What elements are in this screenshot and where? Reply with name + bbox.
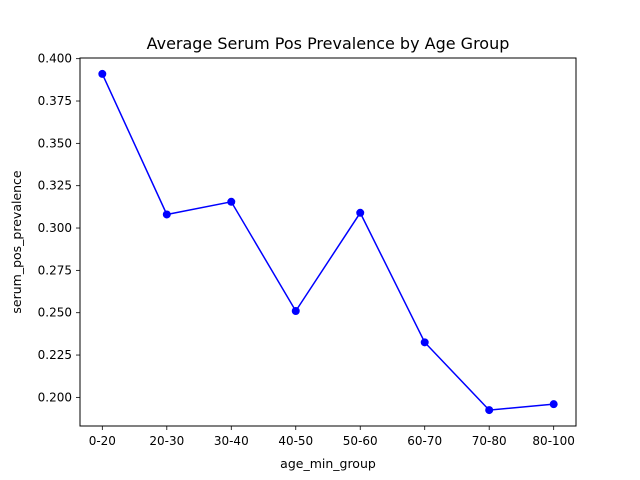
y-axis-label: serum_pos_prevalence: [9, 170, 24, 314]
x-tick-label: 30-40: [214, 434, 249, 448]
data-point: [356, 208, 365, 217]
data-point: [162, 210, 171, 219]
data-point: [420, 338, 429, 347]
x-axis: 0-20 20-30 30-40 40-50 50-60 60-70 70-80 80-100: [89, 426, 575, 448]
data-point: [227, 197, 236, 206]
x-tick-label: 60-70: [407, 434, 442, 448]
x-axis-label: age_min_group: [280, 456, 376, 471]
y-tick-label: 0.250: [38, 306, 72, 320]
y-tick-label: 0.375: [38, 94, 72, 108]
x-tick-label: 80-100: [532, 434, 575, 448]
series-line: [101, 73, 554, 411]
x-tick-label: 50-60: [343, 434, 378, 448]
y-tick-label: 0.350: [38, 136, 72, 150]
y-tick-label: 0.325: [38, 179, 72, 193]
plot-area: [98, 69, 558, 415]
y-tick-label: 0.225: [38, 348, 72, 362]
y-tick-label: 0.300: [38, 221, 72, 235]
y-axis: 0.200 0.225 0.250 0.275 0.300 0.325 0.350 0.375…: [38, 52, 80, 404]
data-point: [549, 400, 558, 409]
x-tick-label: 20-30: [149, 434, 184, 448]
data-point: [485, 406, 494, 415]
data-point: [291, 307, 300, 316]
data-point: [98, 69, 107, 78]
y-tick-label: 0.275: [38, 263, 72, 277]
x-tick-label: 70-80: [472, 434, 507, 448]
axes-frame: [79, 57, 577, 427]
x-tick-label: 40-50: [278, 434, 313, 448]
y-tick-label: 0.200: [38, 390, 72, 404]
x-tick-label: 0-20: [89, 434, 116, 448]
y-tick-label: 0.400: [38, 52, 72, 66]
chart-title: Average Serum Pos Prevalence by Age Grou…: [147, 34, 510, 53]
